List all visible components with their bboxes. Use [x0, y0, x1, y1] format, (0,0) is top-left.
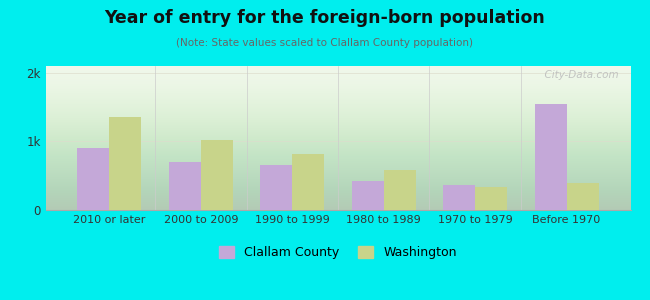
Bar [201, 140, 233, 210]
Text: Year of entry for the foreign-born population: Year of entry for the foreign-born popul… [105, 9, 545, 27]
Bar [384, 169, 416, 210]
Bar [109, 117, 142, 210]
Bar [567, 183, 599, 210]
Bar [475, 188, 507, 210]
Bar [352, 181, 384, 210]
Bar [260, 165, 292, 210]
Bar [443, 184, 475, 210]
Bar [169, 162, 201, 210]
Bar [77, 148, 109, 210]
Text: (Note: State values scaled to Clallam County population): (Note: State values scaled to Clallam Co… [177, 38, 473, 47]
Bar [292, 154, 324, 210]
Bar [534, 104, 567, 210]
Legend: Clallam County, Washington: Clallam County, Washington [214, 241, 462, 264]
Text: City-Data.com: City-Data.com [538, 70, 619, 80]
